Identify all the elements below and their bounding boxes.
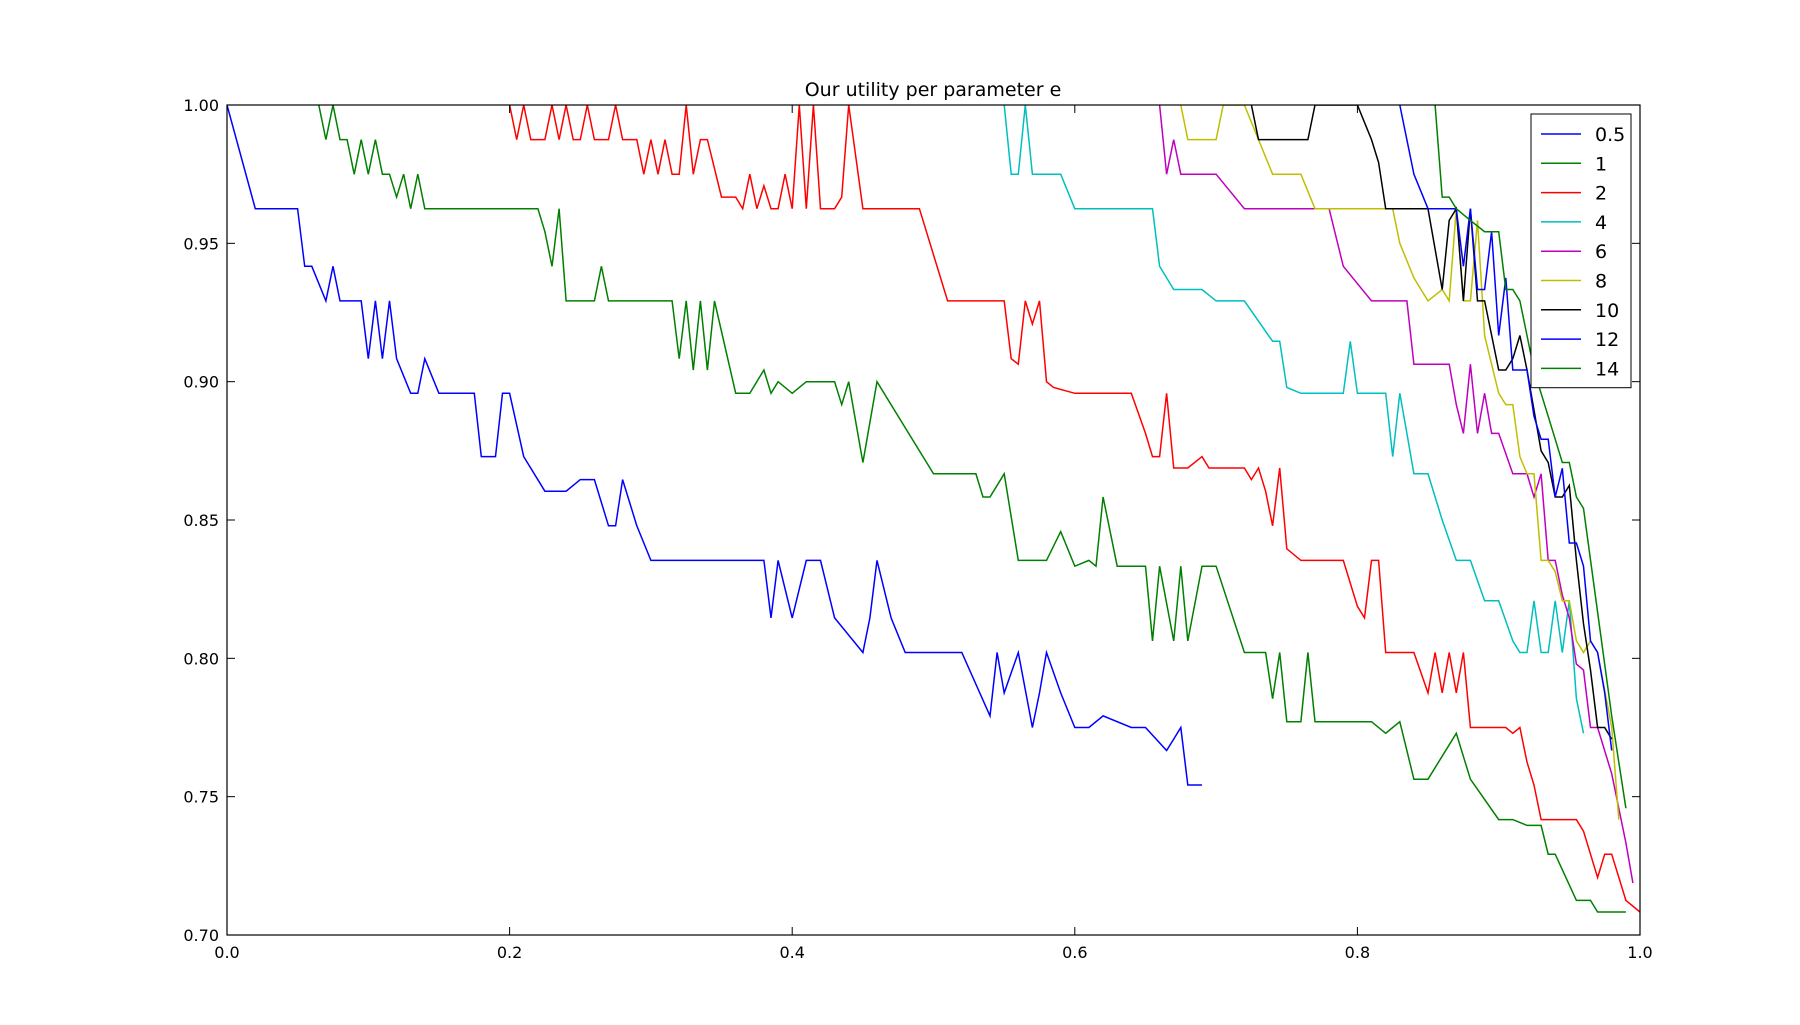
x-tick-label: 0.8 <box>1345 943 1370 962</box>
y-axis: 0.70 0.75 0.80 0.85 0.90 0.95 1.00 <box>183 96 1640 945</box>
legend-label: 6 <box>1595 241 1607 263</box>
y-tick-label: 0.85 <box>183 511 219 530</box>
y-tick-label: 0.80 <box>183 649 219 668</box>
series-line-2 <box>508 105 1640 913</box>
legend-item: 10 <box>1541 300 1619 322</box>
legend-label: 14 <box>1595 358 1619 380</box>
legend-label: 10 <box>1595 300 1619 322</box>
x-tick-label: 0.6 <box>1062 943 1087 962</box>
legend-label: 4 <box>1595 212 1607 234</box>
legend-item: 12 <box>1541 329 1619 351</box>
legend-item: 8 <box>1541 271 1607 293</box>
chart-title: Our utility per parameter e <box>805 79 1062 101</box>
series-line-0.5 <box>227 105 1202 786</box>
x-tick-label: 0.0 <box>214 943 239 962</box>
axes-frame <box>226 104 1641 936</box>
series-line-6 <box>1158 105 1634 884</box>
legend-label: 1 <box>1595 153 1607 175</box>
legend-item: 0.5 <box>1541 124 1625 146</box>
x-tick-label: 1.0 <box>1627 943 1652 962</box>
legend-item: 6 <box>1541 241 1607 263</box>
plot-lines <box>227 105 1640 913</box>
legend-label: 8 <box>1595 271 1607 293</box>
legend-item: 2 <box>1541 183 1607 205</box>
series-line-12 <box>1399 105 1613 751</box>
series-line-4 <box>1003 105 1585 734</box>
legend-item: 14 <box>1541 358 1619 380</box>
legend-label: 0.5 <box>1595 124 1625 146</box>
series-line-1 <box>318 105 1626 913</box>
y-tick-label: 0.90 <box>183 373 219 392</box>
y-tick-label: 0.70 <box>183 926 219 945</box>
legend-label: 12 <box>1595 329 1619 351</box>
legend-item: 4 <box>1541 212 1607 234</box>
x-axis: 0.0 0.2 0.4 0.6 0.8 1.0 <box>214 105 1653 962</box>
y-tick-label: 1.00 <box>183 96 219 115</box>
legend-item: 1 <box>1541 153 1607 175</box>
legend-label: 2 <box>1595 183 1607 205</box>
x-tick-label: 0.4 <box>779 943 804 962</box>
x-tick-label: 0.2 <box>497 943 522 962</box>
y-tick-label: 0.95 <box>183 234 219 253</box>
y-tick-label: 0.75 <box>183 788 219 807</box>
